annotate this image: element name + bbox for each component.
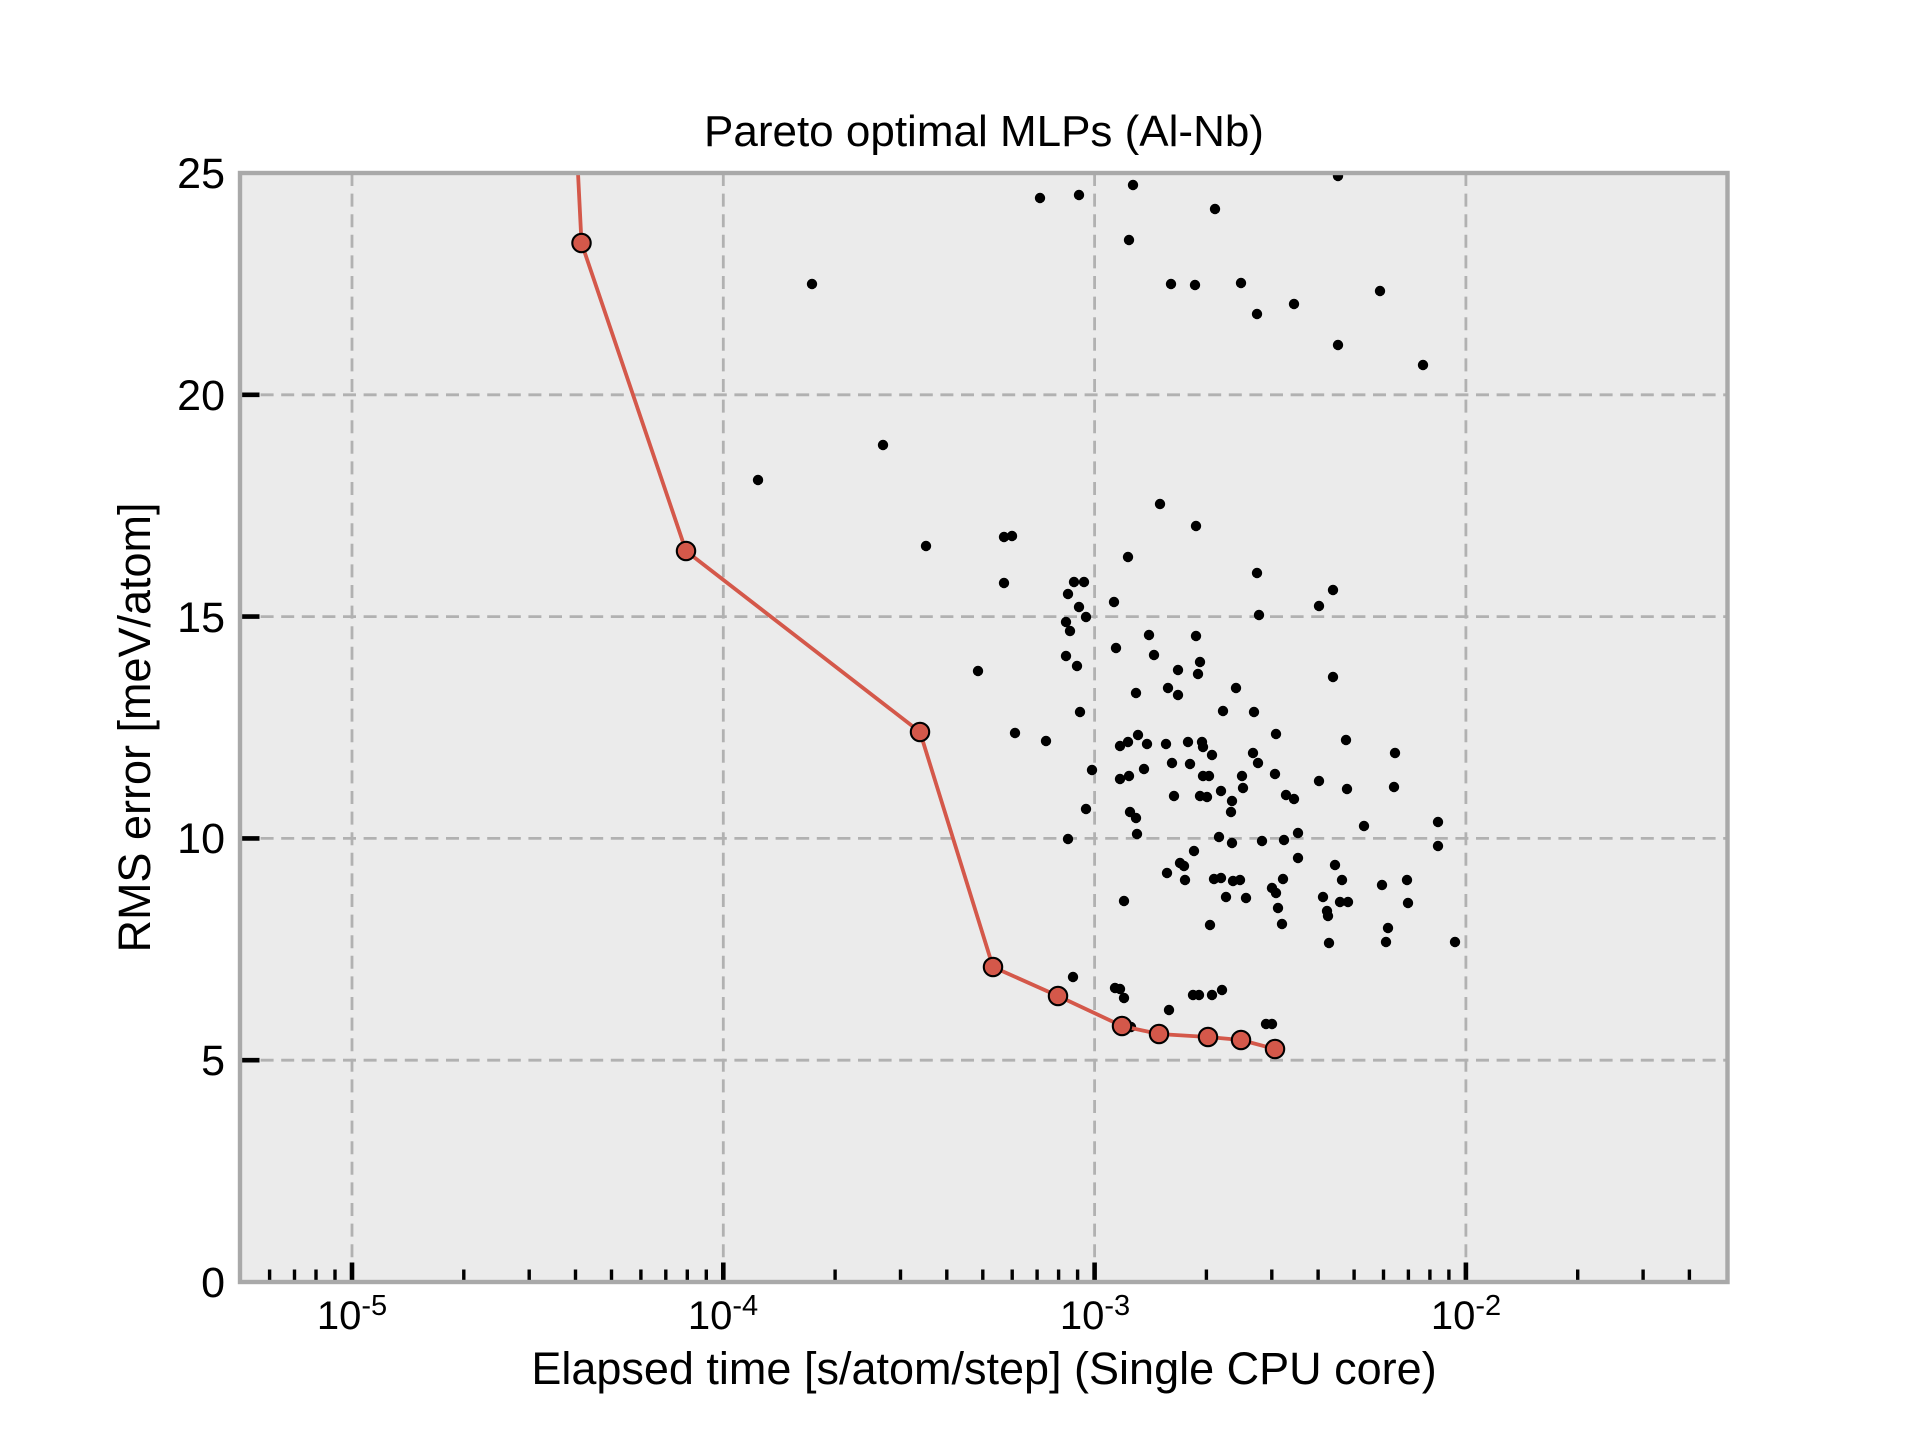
svg-text:10-5: 10-5 bbox=[317, 1290, 387, 1338]
svg-text:Pareto optimal MLPs (Al-Nb): Pareto optimal MLPs (Al-Nb) bbox=[704, 107, 1264, 156]
svg-text:15: 15 bbox=[177, 594, 225, 642]
svg-text:RMS error [meV/atom]: RMS error [meV/atom] bbox=[109, 502, 160, 952]
svg-text:10: 10 bbox=[177, 815, 225, 863]
svg-text:25: 25 bbox=[177, 150, 225, 198]
svg-text:20: 20 bbox=[177, 372, 225, 420]
svg-text:5: 5 bbox=[201, 1037, 225, 1085]
svg-text:Elapsed time [s/atom/step] (Si: Elapsed time [s/atom/step] (Single CPU c… bbox=[531, 1343, 1436, 1394]
svg-text:0: 0 bbox=[201, 1259, 225, 1307]
